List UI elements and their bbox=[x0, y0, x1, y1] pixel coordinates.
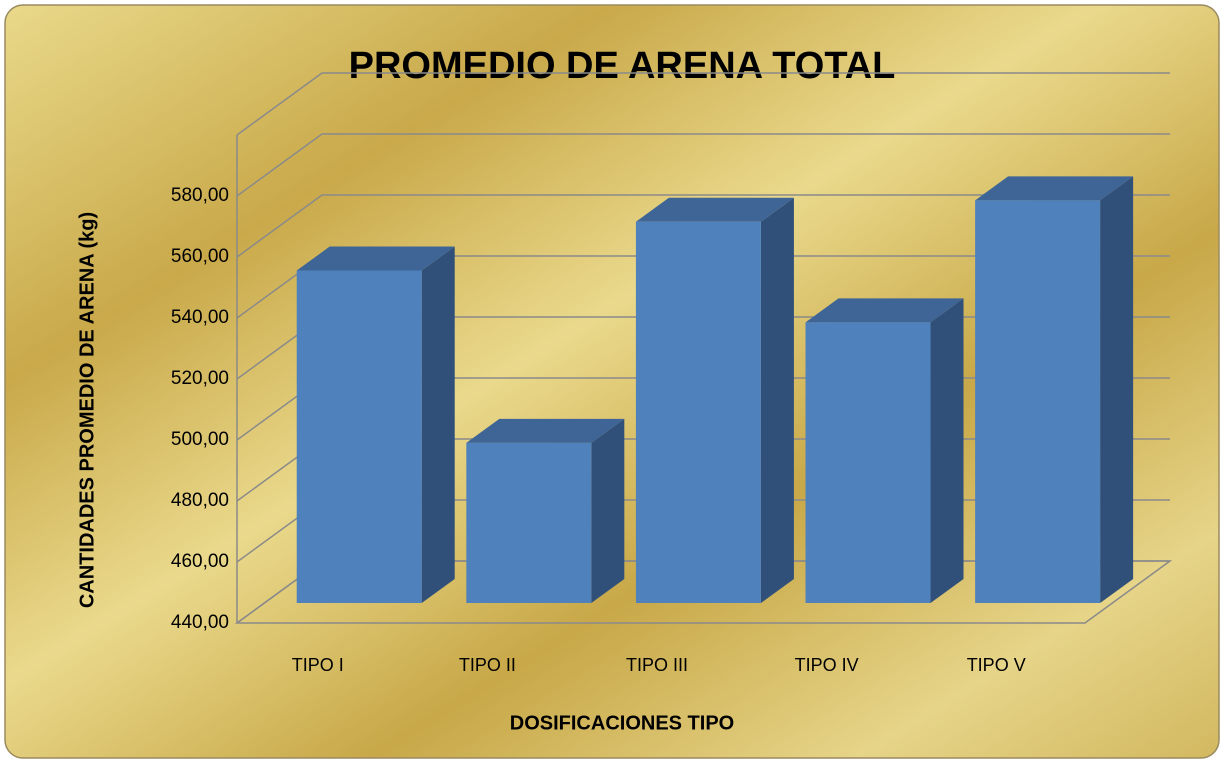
bar-front bbox=[975, 200, 1101, 603]
x-axis-title: DOSIFICACIONES TIPO bbox=[510, 712, 734, 734]
y-tick-label: 580,00 bbox=[171, 185, 229, 206]
bar-top bbox=[805, 298, 964, 323]
bar-front bbox=[635, 221, 761, 603]
y-axis-title: CANTIDADES PROMEDIO DE ARENA (kg) bbox=[76, 212, 98, 608]
bar-top bbox=[975, 176, 1134, 201]
x-tick-label: TIPO III bbox=[626, 655, 688, 675]
y-tick-label: 540,00 bbox=[171, 307, 229, 328]
grid-line bbox=[236, 194, 1170, 258]
bar bbox=[805, 298, 964, 603]
bar bbox=[635, 197, 794, 603]
y-tick-label: 460,00 bbox=[171, 551, 229, 572]
x-tick-label: TIPO IV bbox=[795, 655, 859, 675]
bar bbox=[466, 418, 625, 603]
bar-side bbox=[760, 197, 794, 603]
bar-side bbox=[930, 298, 964, 603]
bar-side bbox=[421, 246, 455, 604]
bar bbox=[296, 246, 455, 604]
y-tick-label: 440,00 bbox=[171, 612, 229, 633]
grid-line bbox=[236, 133, 1170, 197]
bar bbox=[975, 176, 1134, 603]
x-tick-label: TIPO I bbox=[292, 655, 344, 675]
x-tick-label: TIPO II bbox=[459, 655, 516, 675]
bar-top bbox=[635, 197, 794, 222]
chart-title: PROMEDIO DE ARENA TOTAL bbox=[349, 45, 896, 87]
x-tick-label: TIPO V bbox=[967, 655, 1026, 675]
y-tick-label: 500,00 bbox=[171, 429, 229, 450]
y-tick-label: 520,00 bbox=[171, 368, 229, 389]
bar-front bbox=[805, 322, 931, 603]
bar-top bbox=[466, 418, 625, 443]
bar-side bbox=[1100, 176, 1134, 603]
y-tick-label: 480,00 bbox=[171, 490, 229, 511]
wall-edge bbox=[236, 72, 1170, 136]
bar-side bbox=[591, 418, 625, 603]
bar-front bbox=[466, 442, 592, 603]
bar-top bbox=[296, 246, 455, 271]
bar-front bbox=[296, 270, 422, 603]
y-tick-label: 560,00 bbox=[171, 246, 229, 267]
